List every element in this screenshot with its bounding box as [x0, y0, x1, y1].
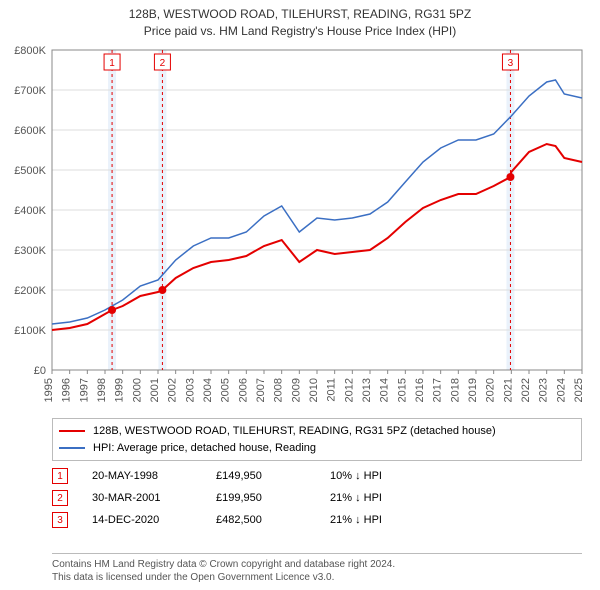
svg-text:2009: 2009 — [290, 378, 302, 402]
svg-text:£500K: £500K — [14, 165, 46, 177]
event-marker-0: 1 — [52, 468, 68, 484]
event-date-2: 14-DEC-2020 — [92, 514, 192, 526]
svg-text:2002: 2002 — [167, 378, 179, 402]
title-block: 128B, WESTWOOD ROAD, TILEHURST, READING,… — [0, 0, 600, 40]
footer-line-1: Contains HM Land Registry data © Crown c… — [52, 558, 582, 571]
legend-label-1: HPI: Average price, detached house, Read… — [93, 440, 316, 457]
footer-line-2: This data is licensed under the Open Gov… — [52, 571, 582, 584]
title-line-1: 128B, WESTWOOD ROAD, TILEHURST, READING,… — [0, 6, 600, 23]
legend-swatch-1 — [59, 447, 85, 449]
svg-text:2007: 2007 — [255, 378, 267, 402]
event-list: 1 20-MAY-1998 £149,950 10% ↓ HPI 2 30-MA… — [52, 468, 582, 534]
svg-text:2014: 2014 — [379, 378, 391, 402]
svg-text:1998: 1998 — [96, 378, 108, 402]
svg-text:2024: 2024 — [555, 378, 567, 402]
svg-text:1996: 1996 — [61, 378, 73, 402]
svg-text:1: 1 — [109, 58, 115, 69]
title-line-2: Price paid vs. HM Land Registry's House … — [0, 23, 600, 40]
svg-text:£0: £0 — [34, 365, 46, 377]
legend-row-0: 128B, WESTWOOD ROAD, TILEHURST, READING,… — [59, 423, 575, 440]
chart-plot: £0£100K£200K£300K£400K£500K£600K£700K£80… — [52, 50, 582, 410]
legend-row-1: HPI: Average price, detached house, Read… — [59, 440, 575, 457]
svg-text:£300K: £300K — [14, 245, 46, 257]
svg-text:2021: 2021 — [502, 378, 514, 402]
svg-text:£200K: £200K — [14, 285, 46, 297]
svg-text:2006: 2006 — [237, 378, 249, 402]
svg-text:£100K: £100K — [14, 325, 46, 337]
event-price-1: £199,950 — [216, 492, 306, 504]
svg-text:2016: 2016 — [414, 378, 426, 402]
svg-text:2015: 2015 — [396, 378, 408, 402]
svg-text:2022: 2022 — [520, 378, 532, 402]
event-row-2: 3 14-DEC-2020 £482,500 21% ↓ HPI — [52, 512, 582, 528]
legend-swatch-0 — [59, 430, 85, 432]
svg-text:£700K: £700K — [14, 85, 46, 97]
svg-text:1995: 1995 — [43, 378, 55, 402]
svg-text:2001: 2001 — [149, 378, 161, 402]
svg-text:2018: 2018 — [449, 378, 461, 402]
event-cmp-2: 21% ↓ HPI — [330, 514, 382, 526]
svg-text:2008: 2008 — [273, 378, 285, 402]
svg-text:2017: 2017 — [432, 378, 444, 402]
event-price-2: £482,500 — [216, 514, 306, 526]
svg-text:2025: 2025 — [573, 378, 585, 402]
event-marker-2: 3 — [52, 512, 68, 528]
svg-text:2012: 2012 — [343, 378, 355, 402]
svg-text:£400K: £400K — [14, 205, 46, 217]
event-date-0: 20-MAY-1998 — [92, 470, 192, 482]
svg-text:2023: 2023 — [538, 378, 550, 402]
chart-svg: £0£100K£200K£300K£400K£500K£600K£700K£80… — [52, 50, 582, 410]
svg-text:£800K: £800K — [14, 45, 46, 57]
svg-text:£600K: £600K — [14, 125, 46, 137]
event-marker-1: 2 — [52, 490, 68, 506]
svg-text:2010: 2010 — [308, 378, 320, 402]
svg-text:1999: 1999 — [114, 378, 126, 402]
chart-container: 128B, WESTWOOD ROAD, TILEHURST, READING,… — [0, 0, 600, 590]
legend: 128B, WESTWOOD ROAD, TILEHURST, READING,… — [52, 418, 582, 469]
svg-text:2020: 2020 — [485, 378, 497, 402]
footer-note: Contains HM Land Registry data © Crown c… — [52, 553, 582, 584]
event-cmp-1: 21% ↓ HPI — [330, 492, 382, 504]
event-date-1: 30-MAR-2001 — [92, 492, 192, 504]
svg-text:2011: 2011 — [326, 378, 338, 402]
svg-text:1997: 1997 — [78, 378, 90, 402]
svg-text:2013: 2013 — [361, 378, 373, 402]
legend-label-0: 128B, WESTWOOD ROAD, TILEHURST, READING,… — [93, 423, 496, 440]
event-cmp-0: 10% ↓ HPI — [330, 470, 382, 482]
svg-text:2003: 2003 — [184, 378, 196, 402]
svg-text:3: 3 — [508, 58, 514, 69]
svg-text:2000: 2000 — [131, 378, 143, 402]
svg-text:2004: 2004 — [202, 378, 214, 402]
event-row-1: 2 30-MAR-2001 £199,950 21% ↓ HPI — [52, 490, 582, 506]
event-row-0: 1 20-MAY-1998 £149,950 10% ↓ HPI — [52, 468, 582, 484]
svg-text:2005: 2005 — [220, 378, 232, 402]
svg-text:2: 2 — [160, 58, 166, 69]
svg-text:2019: 2019 — [467, 378, 479, 402]
legend-box: 128B, WESTWOOD ROAD, TILEHURST, READING,… — [52, 418, 582, 461]
event-price-0: £149,950 — [216, 470, 306, 482]
